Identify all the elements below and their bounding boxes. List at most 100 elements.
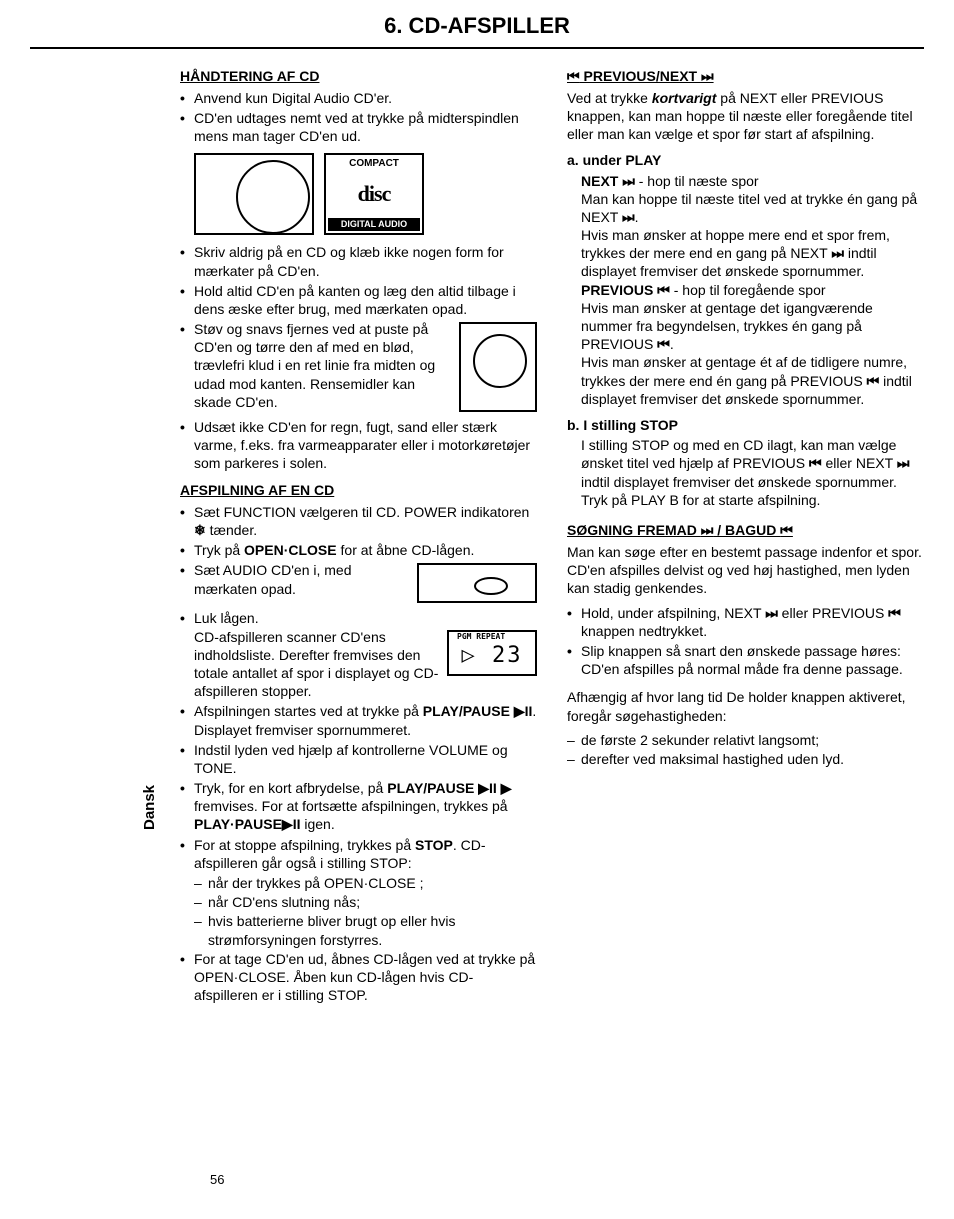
display-figure: PGM REPEAT ▷ 23 — [447, 630, 537, 676]
paragraph: Ved at trykke kortvarigt på NEXT eller P… — [567, 89, 924, 144]
list-item: Hold, under afspilning, NEXT ⏭ eller PRE… — [581, 604, 924, 640]
text: . — [635, 209, 639, 225]
list-item: Sæt AUDIO CD'en i, med mærkaten opad. — [194, 561, 537, 607]
list-item: Sæt FUNCTION vælgeren til CD. POWER indi… — [194, 503, 537, 539]
list-item: Anvend kun Digital Audio CD'er. — [194, 89, 537, 107]
list-item: CD'en udtages nemt ved at trykke på midt… — [194, 109, 537, 145]
prev-icon: ⏮ — [809, 455, 822, 471]
bold-text: OPEN·CLOSE — [244, 542, 337, 558]
list-item: Støv og snavs fjernes ved at puste på CD… — [194, 320, 537, 416]
text: Displayet fremviser spornummeret. — [194, 722, 411, 738]
playing-list: Sæt FUNCTION vælgeren til CD. POWER indi… — [180, 503, 537, 872]
bold-text: PLAY·PAUSE — [194, 816, 282, 832]
snow-icon: ❄ — [194, 522, 206, 538]
next-icon: ⏭ — [622, 173, 635, 189]
text: for at åbne CD-lågen. — [337, 542, 475, 558]
next-icon: ⏭ — [701, 522, 714, 538]
text: . — [670, 336, 674, 352]
right-column: ⏮ PREVIOUS/NEXT ⏭ Ved at trykke kortvari… — [567, 59, 924, 1007]
list-item: Afspilningen startes ved at trykke på PL… — [194, 702, 537, 738]
list-item: Tryk på OPEN·CLOSE for at åbne CD-lågen. — [194, 541, 537, 559]
line: PREVIOUS ⏮ - hop til foregående spor — [581, 281, 924, 299]
text: For at stoppe afspilning, trykkes på — [194, 837, 415, 853]
page-title: 6. CD-AFSPILLER — [30, 0, 924, 49]
list-item: Udsæt ikke CD'en for regn, fugt, sand el… — [194, 418, 537, 473]
cd-cleaning-figure — [459, 322, 537, 412]
line: Hvis man ønsker at hoppe mere end et spo… — [581, 226, 924, 281]
line: Man kan hoppe til næste titel ved at try… — [581, 190, 924, 226]
text: Hvis man ønsker at gentage ét af de tidl… — [581, 354, 907, 388]
line: Hvis man ønsker at gentage det igangvære… — [581, 299, 924, 354]
list-item: Luk lågen. PGM REPEAT ▷ 23 CD-afspillere… — [194, 609, 537, 700]
block-a: NEXT ⏭ - hop til næste spor Man kan hopp… — [567, 172, 924, 408]
text: Hvis man ønsker at gentage det igangvære… — [581, 300, 873, 352]
display-pgm: PGM REPEAT — [449, 632, 535, 642]
list-item: Tryk, for en kort afbrydelse, på PLAY/PA… — [194, 779, 537, 834]
list-item: når der trykkes på OPEN·CLOSE ; — [208, 874, 537, 892]
text: Sæt AUDIO CD'en i, med mærkaten opad. — [194, 562, 352, 596]
text: fremvises. For at fortsætte afspilningen… — [194, 798, 508, 814]
display-digits: ▷ 23 — [449, 642, 535, 671]
text: Ved at trykke — [567, 90, 652, 106]
bold-text: PREVIOUS — [581, 282, 657, 298]
handling-list-2: Skriv aldrig på en CD og klæb ikke nogen… — [180, 243, 537, 472]
line: Hvis man ønsker at gentage ét af de tidl… — [581, 353, 924, 408]
subheading-a: a. under PLAY — [567, 151, 924, 169]
text: Støv og snavs fjernes ved at puste på CD… — [194, 321, 435, 410]
text: - hop til foregående spor — [670, 282, 826, 298]
bold-text: NEXT — [581, 173, 622, 189]
bold-text: STOP — [415, 837, 453, 853]
text: Tryk, for en kort afbrydelse, på — [194, 780, 387, 796]
prev-icon: ⏮ — [780, 522, 793, 538]
text: - hop til næste spor — [635, 173, 759, 189]
figure-row: COMPACT disc DIGITAL AUDIO — [180, 153, 537, 235]
text: Sæt FUNCTION vælgeren til CD. POWER indi… — [194, 504, 529, 520]
text: Tryk på — [194, 542, 244, 558]
list-item: Indstil lyden ved hjælp af kontrollerne … — [194, 741, 537, 777]
prev-icon: ⏮ — [657, 336, 670, 352]
next-icon: ⏭ — [831, 245, 844, 261]
text: CD-afspilleren scanner CD'ens indholdsli… — [194, 629, 438, 700]
cd-hand-figure — [194, 153, 314, 235]
heading-search: SØGNING FREMAD ⏭ / BAGUD ⏮ — [567, 521, 924, 539]
playpause-icon: ▶II — [282, 816, 301, 832]
text: eller NEXT — [822, 455, 897, 471]
logo-text: disc — [328, 183, 420, 205]
compact-disc-logo: COMPACT disc DIGITAL AUDIO — [324, 153, 424, 235]
list-item: Skriv aldrig på en CD og klæb ikke nogen… — [194, 243, 537, 279]
line: NEXT ⏭ - hop til næste spor — [581, 172, 924, 190]
left-column: HÅNDTERING AF CD Anvend kun Digital Audi… — [180, 59, 537, 1007]
playpause-icon: ▶II — [478, 780, 497, 796]
cd-tray-figure — [417, 563, 537, 603]
text: igen. — [300, 816, 334, 832]
list-item: For at tage CD'en ud, åbnes CD-lågen ved… — [194, 950, 537, 1005]
prev-icon: ⏮ — [567, 68, 580, 84]
search-list: Hold, under afspilning, NEXT ⏭ eller PRE… — [567, 604, 924, 679]
text: tænder. — [206, 522, 257, 538]
list-item: Hold altid CD'en på kanten og læg den al… — [194, 282, 537, 318]
heading-prevnext: ⏮ PREVIOUS/NEXT ⏭ — [567, 67, 924, 85]
list-item: når CD'ens slutning nås; — [208, 893, 537, 911]
next-icon: ⏭ — [622, 209, 635, 225]
language-tab: Dansk — [140, 785, 160, 830]
speed-list: de første 2 sekunder relativt langsomt; … — [567, 731, 924, 768]
playpause-icon: ▶II — [514, 703, 533, 719]
logo-text: COMPACT — [328, 157, 420, 170]
logo-text: DIGITAL AUDIO — [328, 218, 420, 232]
next-icon: ⏭ — [897, 455, 910, 471]
next-icon: ⏭ — [765, 605, 778, 621]
bold-text: PLAY/PAUSE — [387, 780, 474, 796]
list-item: For at stoppe afspilning, trykkes på STO… — [194, 836, 537, 872]
heading-handling: HÅNDTERING AF CD — [180, 67, 537, 85]
text: eller PREVIOUS — [778, 605, 888, 621]
line: I stilling STOP og med en CD ilagt, kan … — [581, 436, 924, 509]
text: Afspilningen startes ved at trykke på — [194, 703, 423, 719]
bold-italic-text: kortvarigt — [652, 90, 717, 106]
text: / BAGUD — [713, 522, 780, 538]
handling-list: Anvend kun Digital Audio CD'er. CD'en ud… — [180, 89, 537, 146]
playing-list-end: For at tage CD'en ud, åbnes CD-lågen ved… — [180, 950, 537, 1005]
list-item: Slip knappen så snart den ønskede passag… — [581, 642, 924, 678]
page-number: 56 — [210, 1172, 224, 1189]
text: Hold, under afspilning, NEXT — [581, 605, 765, 621]
paragraph: Man kan søge efter en bestemt passage in… — [567, 543, 924, 598]
